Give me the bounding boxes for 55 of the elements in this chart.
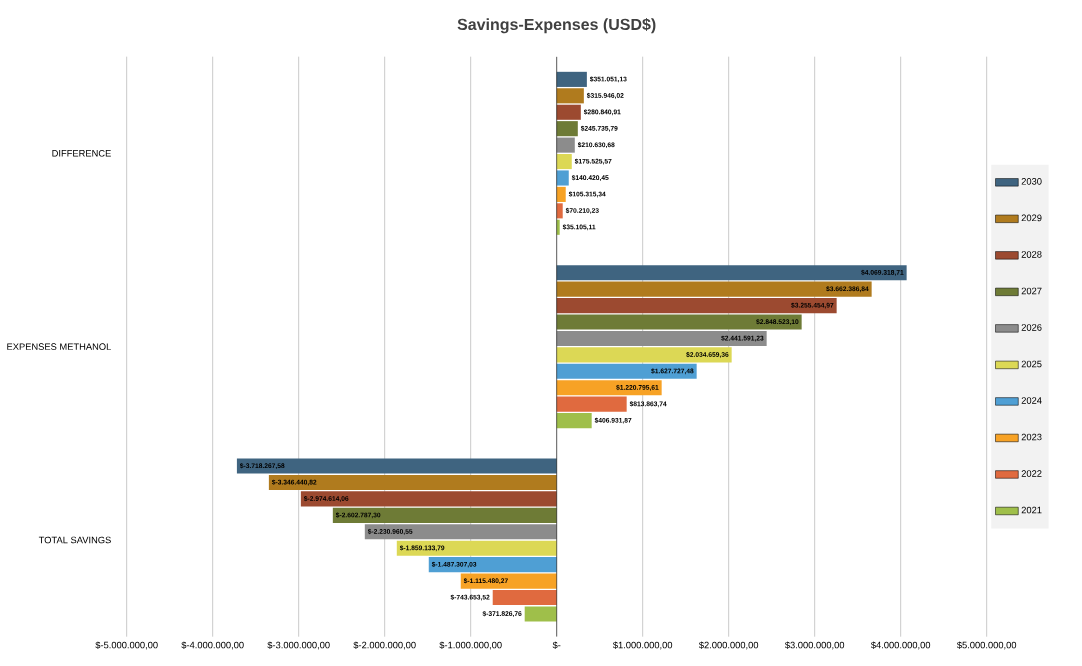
- bar: [524, 606, 557, 622]
- bar: [556, 153, 572, 170]
- x-tick-label: $-3.000.000,00: [267, 641, 330, 650]
- x-tick-label: $4.000.000,00: [870, 641, 931, 650]
- legend-label: 2027: [1021, 287, 1042, 295]
- x-tick-label: $-5.000.000,00: [95, 641, 158, 650]
- legend-label: 2023: [1021, 433, 1042, 441]
- bar: [556, 104, 581, 120]
- legend-label: 2022: [1021, 470, 1042, 477]
- bar: [556, 314, 802, 330]
- bar: [556, 380, 662, 396]
- x-tick-label: $-: [552, 641, 561, 649]
- bar: [556, 71, 587, 87]
- bar: [428, 557, 557, 573]
- x-tick-label: $1.000.000,00: [612, 641, 673, 650]
- x-tick-label: $-4.000.000,00: [181, 641, 244, 650]
- bar: [556, 330, 767, 346]
- bar: [556, 219, 560, 235]
- bar: [556, 363, 697, 379]
- x-tick-label: $2.000.000,00: [698, 641, 759, 650]
- bar: [556, 281, 872, 297]
- chart-title: Savings-Expenses (USD$): [457, 18, 656, 34]
- bar: [556, 137, 575, 153]
- bar: [556, 265, 907, 281]
- bar: [556, 186, 566, 202]
- x-tick-label: $5.000.000,00: [956, 641, 1017, 650]
- legend-label: 2025: [1021, 360, 1042, 368]
- bar: [556, 203, 563, 219]
- y-tick-label: EXPENSES METHANOL: [7, 343, 111, 350]
- x-tick-label: $3.000.000,00: [784, 641, 845, 650]
- bar: [396, 540, 557, 556]
- legend-label: 2026: [1021, 324, 1042, 331]
- bar: [556, 347, 732, 363]
- legend-label: 2028: [1021, 251, 1042, 258]
- bar: [332, 507, 557, 523]
- bar: [556, 413, 592, 429]
- legend-label: 2021: [1021, 506, 1042, 514]
- y-tick-label: DIFFERENCE: [52, 150, 111, 157]
- bar: [300, 491, 557, 507]
- bar: [556, 170, 569, 186]
- bar: [556, 88, 584, 104]
- legend-label: 2029: [1021, 214, 1042, 222]
- bar: [236, 458, 557, 474]
- legend-label: 2030: [1021, 178, 1042, 185]
- legend-label: 2024: [1021, 397, 1042, 404]
- bar: [556, 121, 578, 137]
- bar: [460, 573, 557, 589]
- bar: [492, 589, 557, 606]
- x-tick-label: $-2.000.000,00: [353, 641, 416, 650]
- bar: [364, 524, 557, 540]
- bar: [556, 298, 837, 314]
- y-tick-label: TOTAL SAVINGS: [38, 536, 111, 544]
- x-tick-label: $-1.000.000,00: [439, 641, 502, 650]
- bar: [268, 474, 557, 491]
- bar: [556, 396, 627, 412]
